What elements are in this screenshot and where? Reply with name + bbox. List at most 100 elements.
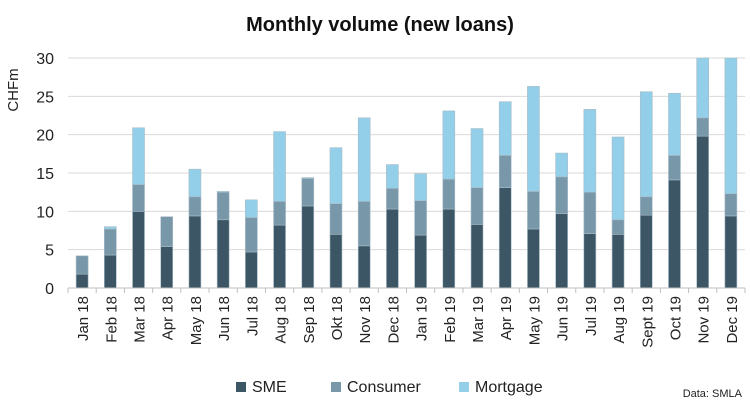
bar-segment-consumer: [188, 196, 202, 217]
bar-segment-mortgage: [301, 177, 315, 179]
bar-segment-consumer: [357, 201, 371, 247]
y-tick-label: 5: [45, 243, 54, 260]
bar-segment-sme: [527, 228, 540, 289]
bar-segment-mortgage: [442, 110, 456, 180]
x-tick-label: May 18: [188, 296, 205, 345]
y-tick-label: 15: [36, 166, 54, 183]
x-tick-label: Oct 19: [667, 296, 684, 340]
bar-segment-mortgage: [273, 131, 286, 202]
bar-segment-mortgage: [414, 173, 427, 201]
x-tick-label: Apr 19: [498, 296, 515, 340]
bar-segment-mortgage: [329, 147, 343, 204]
bar-segment-mortgage: [696, 57, 709, 119]
bar-segment-mortgage: [527, 86, 540, 192]
legend-label: Mortgage: [475, 379, 543, 396]
bar-segment-consumer: [639, 196, 653, 216]
bar-segment-sme: [442, 208, 456, 289]
x-tick-label: Okt 18: [329, 296, 346, 340]
bar-segment-mortgage: [357, 117, 371, 202]
bar-segment-mortgage: [724, 57, 738, 194]
x-tick-label: Jan 19: [414, 296, 431, 341]
bar-segment-mortgage: [555, 152, 568, 178]
bar-segment-sme: [470, 224, 484, 289]
bar-segment-consumer: [245, 217, 258, 253]
bar-segment-sme: [611, 234, 625, 289]
bar-segment-mortgage: [245, 199, 258, 218]
bar-segment-sme: [329, 234, 343, 289]
x-tick-label: Mar 18: [132, 296, 149, 343]
x-tick-label: Feb 18: [103, 296, 120, 343]
bar-segment-consumer: [696, 117, 709, 137]
x-tick-label: Nov 19: [696, 296, 713, 344]
bar-segment-mortgage: [639, 91, 653, 198]
bar-segment-sme: [301, 205, 315, 289]
bar-segment-consumer: [724, 193, 738, 217]
chart-title: Monthly volume (new loans): [246, 14, 514, 36]
bar-segment-sme: [104, 254, 117, 289]
bar-segment-mortgage: [583, 109, 597, 193]
bar-segment-consumer: [104, 228, 117, 256]
bar-segment-consumer: [386, 188, 399, 210]
bar-segment-consumer: [414, 200, 427, 236]
x-tick-label: Jan 18: [75, 296, 92, 341]
y-tick-label: 10: [36, 204, 54, 221]
bar-segment-sme: [160, 246, 174, 289]
legend-swatch-consumer: [331, 382, 341, 392]
x-tick-label: Apr 18: [160, 296, 177, 340]
bar-segment-sme: [696, 135, 709, 289]
x-tick-label: Dec 19: [724, 296, 741, 344]
bar-segment-consumer: [668, 155, 681, 181]
bar-segment-sme: [555, 213, 568, 289]
bar-segment-mortgage: [188, 168, 202, 198]
bar-segment-consumer: [301, 178, 315, 207]
legend: SME Consumer Mortgage: [236, 379, 543, 396]
bar-segment-consumer: [611, 219, 625, 235]
bar-segment-sme: [724, 215, 738, 289]
bars: [75, 57, 738, 289]
source-note: Data: SMLA: [683, 388, 743, 400]
y-tick-label: 25: [36, 89, 54, 106]
x-tick-label: May 19: [526, 296, 543, 345]
bar-segment-consumer: [75, 255, 89, 275]
x-tick-label: Aug 18: [273, 296, 290, 344]
bar-segment-consumer: [555, 176, 568, 214]
x-tick-label: Nov 18: [357, 296, 374, 344]
bar-segment-mortgage: [104, 226, 117, 230]
x-tick-label: Feb 19: [442, 296, 459, 343]
bar-segment-sme: [273, 224, 286, 289]
bar-segment-consumer: [132, 184, 145, 212]
bar-segment-mortgage: [611, 136, 625, 221]
bar-segment-mortgage: [132, 127, 145, 185]
bar-segment-consumer: [583, 191, 597, 234]
bar-segment-consumer: [470, 187, 484, 225]
bar-segment-consumer: [442, 178, 456, 210]
legend-swatch-sme: [236, 382, 246, 392]
legend-swatch-mortgage: [459, 382, 469, 392]
y-axis-label: CHFm: [5, 68, 22, 111]
axes: 0 5 10 15 20 25 30 Jan 18 Feb 18 Mar 18 Apr 18 May …: [36, 51, 746, 348]
bar-segment-consumer: [273, 201, 286, 226]
y-tick-label: 20: [36, 128, 54, 145]
x-tick-label: Mar 19: [470, 296, 487, 343]
bar-segment-sme: [668, 179, 681, 289]
bar-segment-sme: [132, 211, 145, 289]
bar-segment-sme: [245, 251, 258, 289]
bar-segment-mortgage: [498, 101, 512, 156]
x-tick-label: Aug 19: [611, 296, 628, 344]
bar-segment-consumer: [160, 216, 174, 247]
bar-segment-mortgage: [668, 92, 681, 156]
bar-segment-sme: [75, 273, 89, 289]
x-tick-label: Jun 18: [216, 296, 233, 341]
bar-segment-sme: [188, 215, 202, 289]
bar-segment-sme: [583, 233, 597, 289]
bar-segment-mortgage: [216, 191, 230, 193]
x-tick-label: Dec 18: [385, 296, 402, 344]
gridlines: [68, 57, 745, 251]
y-tick-label: 30: [36, 51, 54, 68]
y-tick-label: 0: [45, 281, 54, 298]
legend-label: Consumer: [347, 379, 421, 396]
bar-segment-consumer: [329, 203, 343, 235]
bar-segment-sme: [216, 219, 230, 289]
x-tick-label: Jul 18: [244, 296, 261, 336]
